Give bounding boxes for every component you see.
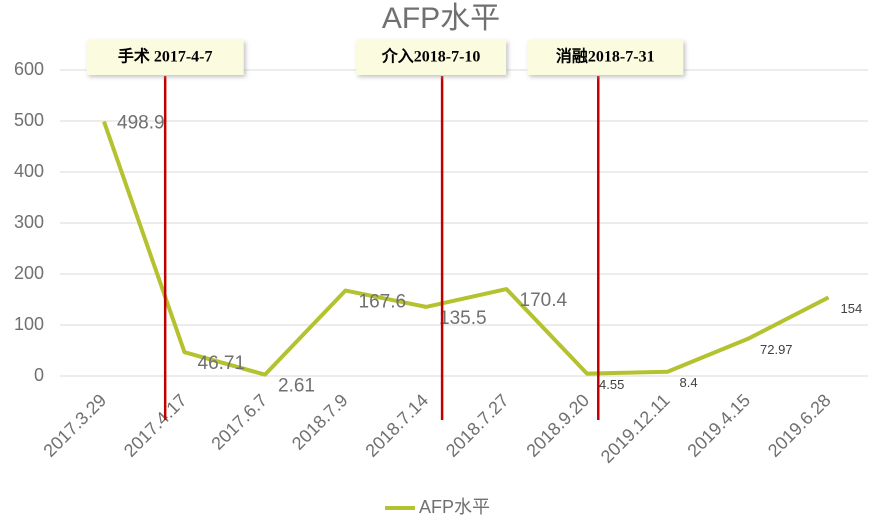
- x-tick-label: 2018.7.9: [288, 390, 352, 454]
- x-tick-label: 2018.7.14: [361, 390, 432, 461]
- y-tick-label: 600: [14, 59, 44, 79]
- data-label: 46.71: [198, 353, 246, 374]
- data-label: 170.4: [520, 290, 568, 311]
- y-tick-label: 100: [14, 314, 44, 334]
- annotation-text: 手术 2017-4-7: [118, 47, 213, 66]
- annotation-text: 消融2018-7-31: [556, 47, 655, 66]
- annotation-box: [86, 40, 244, 75]
- y-tick-label: 400: [14, 161, 44, 181]
- annotation: 消融2018-7-31: [527, 40, 684, 75]
- annotation-box: [356, 40, 507, 75]
- x-tick-label: 2017.4.17: [120, 390, 191, 461]
- x-tick-label: 2019.12.11: [597, 390, 674, 467]
- annotation: 介入2018-7-10: [356, 40, 507, 75]
- data-label: 72.97: [760, 342, 793, 357]
- x-tick-label: 2019.4.15: [683, 390, 754, 461]
- y-tick-label: 0: [34, 365, 44, 385]
- y-tick-label: 500: [14, 110, 44, 130]
- data-label: 135.5: [439, 308, 487, 329]
- annotation-box: [527, 40, 684, 75]
- y-tick-label: 300: [14, 212, 44, 232]
- x-tick-label: 2017.3.29: [39, 390, 110, 461]
- x-tick-label: 2017.6.7: [207, 390, 271, 454]
- data-label: 154: [841, 301, 863, 316]
- annotation: 手术 2017-4-7: [86, 40, 244, 75]
- x-tick-label: 2018.7.27: [442, 390, 513, 461]
- chart-title: AFP水平: [382, 2, 500, 35]
- x-tick-label: 2018.9.20: [522, 390, 593, 461]
- data-label: 4.55: [599, 377, 624, 392]
- y-tick-label: 200: [14, 263, 44, 283]
- data-line: [102, 120, 830, 377]
- data-label: 8.4: [680, 375, 698, 390]
- data-label: 167.6: [359, 292, 407, 313]
- annotation-text: 介入2018-7-10: [381, 47, 481, 66]
- data-label: 498.9: [117, 113, 165, 134]
- data-label: 2.61: [278, 376, 315, 397]
- x-tick-label: 2019.6.28: [764, 390, 835, 461]
- legend-label: AFP水平: [419, 497, 490, 517]
